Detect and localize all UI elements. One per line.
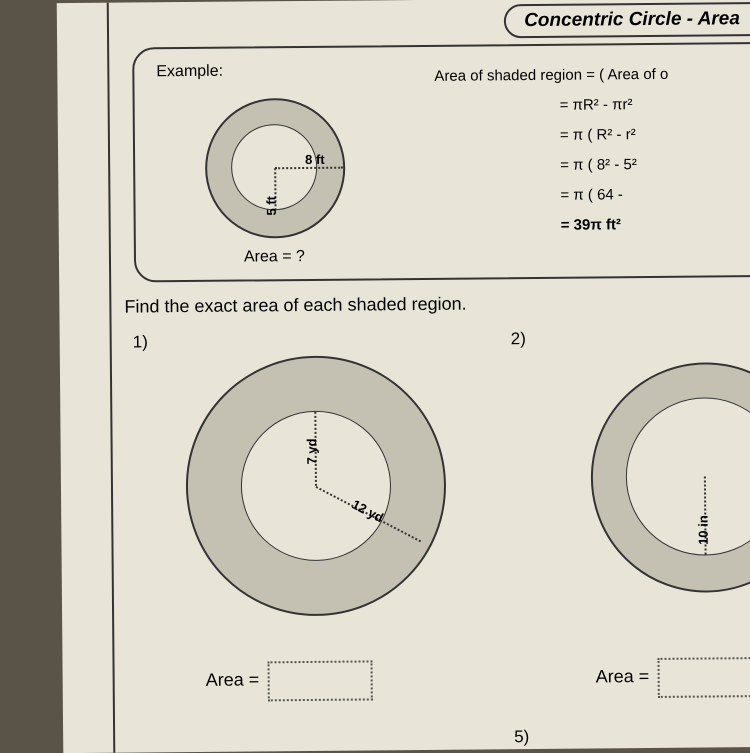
title-text: Concentric Circle - Area	[524, 8, 740, 31]
p1-inner-radius-label: 7 yd	[304, 438, 319, 464]
p2-answer-box	[657, 657, 750, 698]
instruction-text: Find the exact area of each shaded regio…	[124, 294, 466, 318]
outer-radius-label: 8 ft	[305, 152, 325, 167]
p2-area-eq: Area =	[596, 666, 650, 687]
p1-area-eq: Area =	[206, 669, 260, 690]
p2-inner-radius-label: 10 in	[696, 515, 711, 545]
example-label: Example:	[156, 63, 223, 82]
problem-2-annulus: 10 in	[590, 362, 750, 594]
left-margin-line	[107, 3, 116, 753]
formula-line-3: = π ( R² - r²	[435, 120, 669, 152]
inner-radius-label: 5 ft	[264, 196, 279, 216]
problem-5-number: 5)	[514, 727, 529, 747]
problem-1-number: 1)	[133, 332, 148, 352]
area-question: Area = ?	[244, 248, 305, 267]
formula-line-5: = π ( 64 -	[435, 180, 669, 212]
formula-block: Area of shaded region = ( Area of o = πR…	[434, 60, 669, 242]
formula-line-1: Area of shaded region = ( Area of o	[434, 60, 668, 92]
example-annulus: 8 ft 5 ft	[205, 98, 346, 239]
title-box: Concentric Circle - Area	[504, 2, 750, 39]
formula-line-4: = π ( 8² - 5²	[435, 150, 669, 182]
content-area: Concentric Circle - Area Example: 8 ft 5…	[122, 0, 750, 753]
example-box: Example: 8 ft 5 ft Area = ? Area of shad…	[132, 42, 750, 283]
problem-1-annulus: 7 yd 12 yd	[185, 355, 447, 617]
p1-answer-box	[267, 660, 372, 701]
formula-line-6: = 39π ft²	[436, 210, 670, 242]
problem-2-number: 2)	[511, 329, 526, 349]
worksheet-paper: Concentric Circle - Area Example: 8 ft 5…	[57, 0, 750, 753]
formula-line-2: = πR² - πr²	[435, 90, 669, 122]
